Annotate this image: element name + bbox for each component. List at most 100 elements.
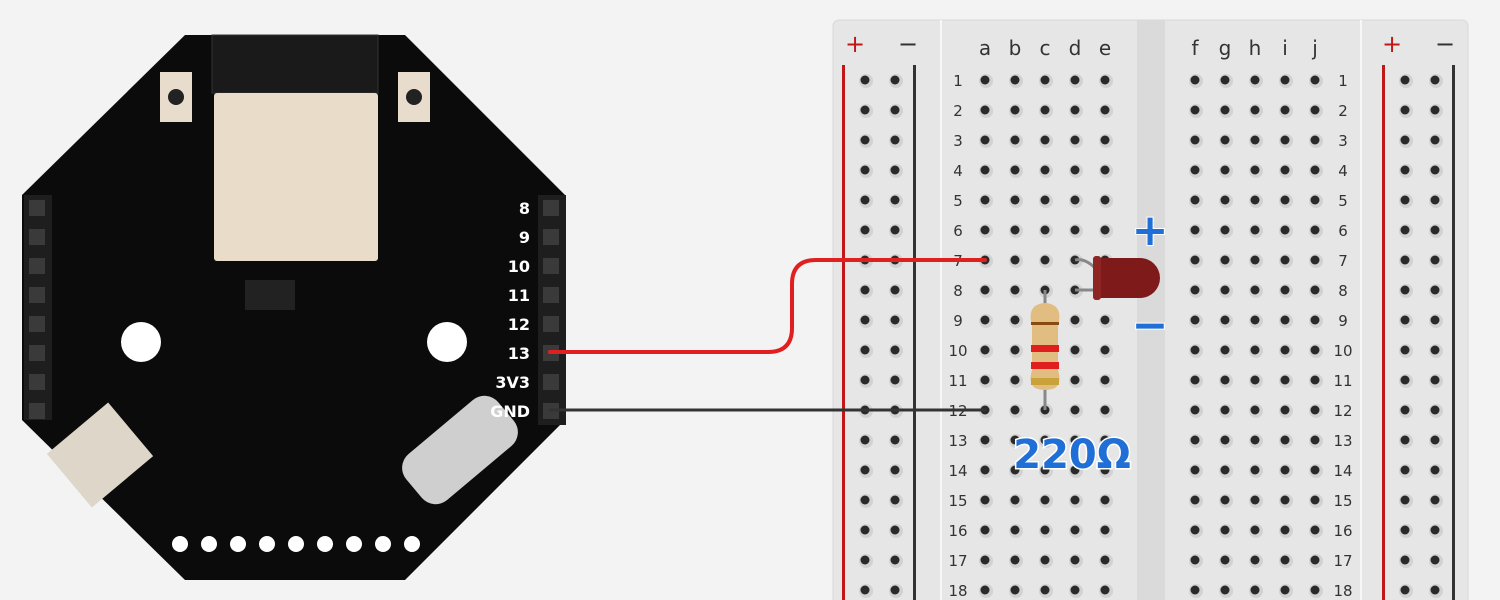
- breadboard-hole[interactable]: [1070, 585, 1080, 595]
- breadboard-hole[interactable]: [1430, 315, 1440, 325]
- breadboard-hole[interactable]: [980, 195, 990, 205]
- breadboard-hole[interactable]: [1280, 525, 1290, 535]
- breadboard-hole[interactable]: [1430, 465, 1440, 475]
- breadboard-hole[interactable]: [1310, 345, 1320, 355]
- breadboard-hole[interactable]: [1310, 225, 1320, 235]
- breadboard-hole[interactable]: [890, 105, 900, 115]
- breadboard-hole[interactable]: [1310, 315, 1320, 325]
- breadboard-hole[interactable]: [1400, 225, 1410, 235]
- breadboard-hole[interactable]: [1220, 405, 1230, 415]
- breadboard-hole[interactable]: [1070, 435, 1080, 445]
- breadboard-hole[interactable]: [1190, 255, 1200, 265]
- breadboard-hole[interactable]: [1190, 555, 1200, 565]
- breadboard-hole[interactable]: [1220, 375, 1230, 385]
- breadboard-hole[interactable]: [1040, 225, 1050, 235]
- breadboard-hole[interactable]: [1400, 195, 1410, 205]
- breadboard-hole[interactable]: [1100, 75, 1110, 85]
- breadboard-hole[interactable]: [1010, 195, 1020, 205]
- breadboard-hole[interactable]: [1010, 525, 1020, 535]
- breadboard-hole[interactable]: [1430, 555, 1440, 565]
- breadboard-hole[interactable]: [1430, 405, 1440, 415]
- breadboard-hole[interactable]: [1220, 135, 1230, 145]
- breadboard-hole[interactable]: [1250, 225, 1260, 235]
- breadboard-hole[interactable]: [890, 285, 900, 295]
- breadboard-hole[interactable]: [890, 495, 900, 505]
- breadboard-hole[interactable]: [860, 165, 870, 175]
- breadboard-hole[interactable]: [860, 555, 870, 565]
- breadboard-hole[interactable]: [1310, 105, 1320, 115]
- breadboard-hole[interactable]: [1010, 255, 1020, 265]
- header-pin[interactable]: [543, 200, 559, 216]
- breadboard-hole[interactable]: [1190, 285, 1200, 295]
- breadboard-hole[interactable]: [1190, 495, 1200, 505]
- breadboard-hole[interactable]: [1280, 375, 1290, 385]
- breadboard-hole[interactable]: [1190, 585, 1200, 595]
- breadboard-hole[interactable]: [890, 555, 900, 565]
- led[interactable]: [1074, 256, 1160, 300]
- breadboard-hole[interactable]: [1100, 465, 1110, 475]
- breadboard-hole[interactable]: [890, 315, 900, 325]
- breadboard-hole[interactable]: [1280, 75, 1290, 85]
- breadboard-hole[interactable]: [1100, 555, 1110, 565]
- breadboard-hole[interactable]: [1310, 165, 1320, 175]
- breadboard-hole[interactable]: [1430, 495, 1440, 505]
- breadboard-hole[interactable]: [1250, 525, 1260, 535]
- breadboard-hole[interactable]: [1100, 165, 1110, 175]
- breadboard-hole[interactable]: [1070, 465, 1080, 475]
- breadboard-hole[interactable]: [1430, 585, 1440, 595]
- breadboard-hole[interactable]: [1280, 585, 1290, 595]
- wire-pin13-to-a7[interactable]: [548, 258, 987, 354]
- breadboard-hole[interactable]: [1220, 345, 1230, 355]
- breadboard-hole[interactable]: [1070, 555, 1080, 565]
- breadboard-hole[interactable]: [1430, 375, 1440, 385]
- breadboard-hole[interactable]: [1040, 465, 1050, 475]
- breadboard-hole[interactable]: [1220, 465, 1230, 475]
- breadboard-hole[interactable]: [1010, 135, 1020, 145]
- breadboard-hole[interactable]: [1100, 435, 1110, 445]
- breadboard-hole[interactable]: [1430, 525, 1440, 535]
- breadboard-hole[interactable]: [1010, 75, 1020, 85]
- breadboard-hole[interactable]: [1250, 315, 1260, 325]
- breadboard-hole[interactable]: [1190, 375, 1200, 385]
- breadboard-hole[interactable]: [980, 585, 990, 595]
- breadboard-hole[interactable]: [1010, 585, 1020, 595]
- breadboard-hole[interactable]: [1220, 165, 1230, 175]
- breadboard-hole[interactable]: [1100, 315, 1110, 325]
- breadboard-hole[interactable]: [980, 495, 990, 505]
- breadboard-hole[interactable]: [1310, 465, 1320, 475]
- breadboard-hole[interactable]: [1070, 165, 1080, 175]
- breadboard-hole[interactable]: [1100, 375, 1110, 385]
- breadboard-hole[interactable]: [860, 495, 870, 505]
- breadboard-hole[interactable]: [1250, 105, 1260, 115]
- breadboard-hole[interactable]: [1190, 195, 1200, 205]
- breadboard-hole[interactable]: [980, 165, 990, 175]
- breadboard-hole[interactable]: [1010, 165, 1020, 175]
- breadboard-hole[interactable]: [1310, 135, 1320, 145]
- breadboard-hole[interactable]: [860, 435, 870, 445]
- header-pin[interactable]: [543, 258, 559, 274]
- breadboard-hole[interactable]: [1220, 75, 1230, 85]
- breadboard-hole[interactable]: [1190, 345, 1200, 355]
- breadboard-hole[interactable]: [1220, 525, 1230, 535]
- breadboard-hole[interactable]: [860, 225, 870, 235]
- header-pin[interactable]: [543, 316, 559, 332]
- breadboard-hole[interactable]: [860, 465, 870, 475]
- breadboard-hole[interactable]: [980, 75, 990, 85]
- breadboard-hole[interactable]: [1310, 405, 1320, 415]
- breadboard-hole[interactable]: [1220, 225, 1230, 235]
- breadboard-hole[interactable]: [860, 375, 870, 385]
- breadboard-hole[interactable]: [1040, 585, 1050, 595]
- breadboard-hole[interactable]: [1010, 495, 1020, 505]
- breadboard-hole[interactable]: [1070, 495, 1080, 505]
- breadboard-hole[interactable]: [1070, 375, 1080, 385]
- breadboard-hole[interactable]: [1040, 555, 1050, 565]
- breadboard-hole[interactable]: [860, 585, 870, 595]
- breadboard-hole[interactable]: [1400, 135, 1410, 145]
- breadboard-hole[interactable]: [1250, 255, 1260, 265]
- breadboard-hole[interactable]: [1010, 345, 1020, 355]
- breadboard-hole[interactable]: [1220, 585, 1230, 595]
- breadboard-hole[interactable]: [1250, 555, 1260, 565]
- breadboard-hole[interactable]: [1280, 225, 1290, 235]
- resistor[interactable]: [1030, 290, 1060, 410]
- breadboard-hole[interactable]: [1040, 495, 1050, 505]
